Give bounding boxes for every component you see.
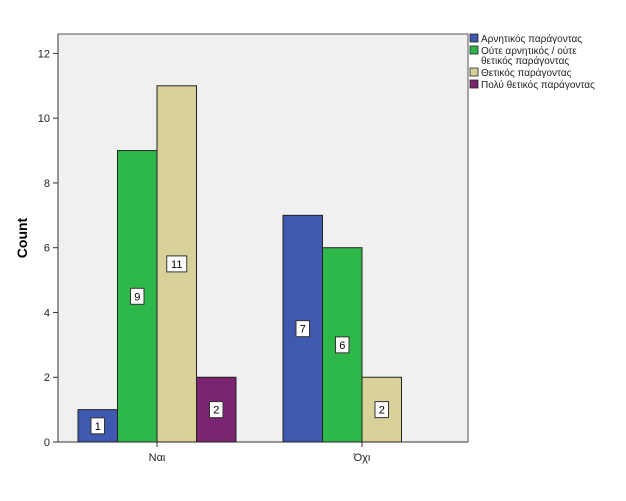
y-tick-label: 10 — [38, 113, 50, 125]
data-label-box — [166, 255, 188, 273]
data-label: 1 — [95, 421, 101, 433]
data-label-box — [295, 320, 310, 338]
y-tick-label: 8 — [44, 178, 50, 190]
legend-swatch — [469, 79, 479, 89]
legend-label: θετικός παράγοντας — [481, 55, 569, 67]
data-label-box — [335, 336, 350, 354]
legend-swatch — [469, 33, 479, 43]
data-labels: 1 9 11 2 7 6 2 — [90, 255, 389, 435]
data-label: 2 — [379, 405, 385, 417]
y-tick-label: 0 — [44, 437, 50, 449]
legend-label: Πολύ θετικός παράγοντας — [481, 79, 595, 91]
data-label-box — [90, 417, 105, 435]
data-label: 6 — [339, 340, 345, 352]
bars — [77, 85, 402, 443]
y-tick-label: 6 — [44, 243, 50, 255]
y-tick-label: 2 — [44, 372, 50, 384]
legend-label: Αρνητικός παράγοντας — [481, 33, 582, 45]
data-label: 7 — [300, 324, 306, 336]
x-tick-label: Όχι — [353, 452, 371, 464]
data-label: 2 — [213, 405, 219, 417]
y-tick-label: 12 — [38, 48, 50, 60]
y-axis: 0 2 4 6 8 10 12 — [38, 34, 59, 449]
data-label-box — [130, 287, 145, 305]
y-tick-label: 4 — [44, 307, 50, 319]
y-axis-label: Count — [14, 217, 30, 258]
legend-swatch — [469, 67, 479, 77]
data-label: 11 — [171, 259, 182, 271]
data-label: 9 — [134, 291, 140, 303]
legend-label: Ούτε αρνητικός / ούτε — [481, 45, 577, 57]
x-tick-label: Ναι — [149, 452, 166, 464]
legend-label: Θετικός παράγοντας — [481, 67, 572, 79]
legend-swatch — [469, 45, 479, 55]
data-label-box — [374, 401, 389, 419]
data-label-box — [209, 401, 224, 419]
